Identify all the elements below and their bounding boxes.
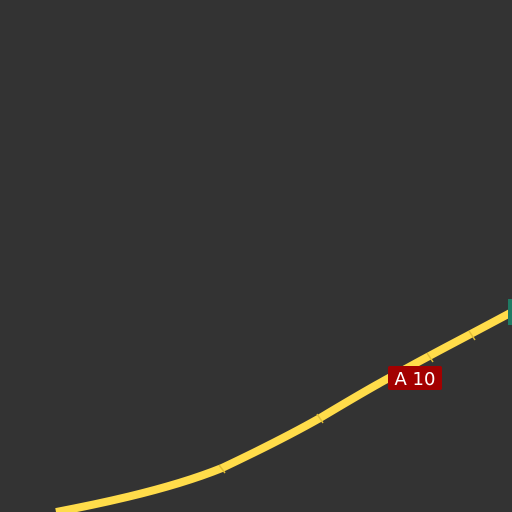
segment-ticks — [218, 330, 476, 474]
road-shield-label: A 10 — [395, 369, 436, 390]
edge-marker — [508, 299, 512, 325]
road-shield-background — [388, 366, 442, 390]
road-shield-a10[interactable]: A 10 — [388, 366, 442, 390]
